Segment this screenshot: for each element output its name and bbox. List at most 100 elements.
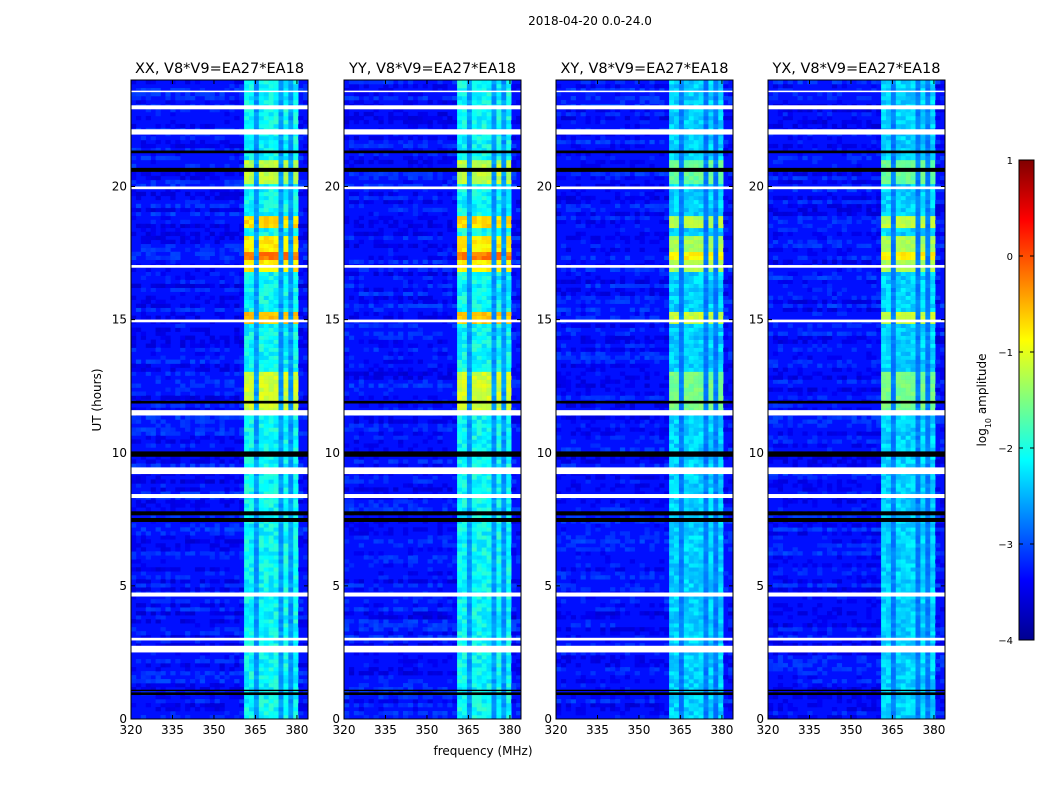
spectrogram-cell [442, 623, 448, 628]
spectrogram-cell [298, 363, 304, 368]
spectrogram-cell [239, 539, 245, 544]
spectrogram-cell [278, 579, 284, 584]
spectrogram-cell [293, 351, 299, 356]
spectrogram-cell [214, 347, 220, 352]
spectrogram-cell [224, 203, 230, 209]
spectrogram-cell [398, 635, 404, 640]
spectrogram-cell [303, 235, 309, 241]
spectrogram-cell [466, 623, 473, 628]
spectrogram-cell [471, 447, 478, 452]
spectrogram-cell [278, 571, 284, 576]
spectrogram-cell [427, 583, 433, 588]
spectrogram-cell [283, 171, 289, 177]
spectrogram-cell [268, 291, 274, 296]
spectrogram-cell [278, 83, 284, 89]
spectrogram-cell [293, 80, 299, 85]
spectrogram-cell [180, 123, 186, 129]
spectrogram-cell [427, 567, 433, 572]
spectrogram-cell [283, 255, 289, 261]
spectrogram-cell [244, 327, 250, 332]
spectrogram-cell [185, 687, 191, 692]
spectrogram-cell [348, 671, 355, 676]
spectrogram-cell [209, 443, 215, 448]
spectrogram-cell [353, 507, 360, 512]
spectrogram-cell [244, 299, 250, 304]
spectrogram-cell [150, 607, 156, 612]
spectrogram-cell [457, 639, 463, 644]
spectrogram-cell [457, 551, 463, 556]
spectrogram-cell [298, 499, 304, 504]
spectrogram-cell [229, 627, 235, 632]
spectrogram-cell [160, 403, 166, 408]
spectrogram-cell [194, 431, 201, 436]
spectrogram-cell [298, 671, 304, 676]
spectrogram-cell [288, 555, 294, 560]
spectrogram-cell [273, 447, 279, 452]
spectrogram-cell [234, 275, 240, 280]
spectrogram-cell [283, 715, 289, 720]
spectrogram-cell [140, 503, 147, 508]
spectrogram-cell [388, 623, 394, 628]
spectrogram-cell [258, 191, 265, 197]
spectrogram-cell [214, 383, 220, 388]
spectrogram-cell [303, 119, 309, 125]
spectrogram-cell [293, 199, 299, 205]
spectrogram-cell [293, 271, 299, 276]
spectrogram-cell [288, 311, 294, 316]
spectrogram-cell [283, 251, 289, 257]
spectrogram-cell [491, 543, 497, 548]
spectrogram-cell [244, 607, 250, 612]
spectrogram-cell [244, 279, 250, 284]
spectrogram-cell [422, 427, 428, 432]
spectrogram-cell [506, 607, 512, 612]
spectrogram-cell [268, 603, 274, 608]
spectrogram-cell [155, 403, 161, 408]
spectrogram-cell [244, 179, 250, 185]
spectrogram-cell [170, 499, 176, 504]
spectrogram-cell [258, 459, 265, 464]
spectrogram-cell [476, 707, 482, 712]
spectrogram-cell [511, 607, 517, 612]
spectrogram-cell [244, 651, 250, 656]
spectrogram-cell [214, 95, 220, 101]
spectrogram-cell [165, 583, 171, 588]
spectrogram-cell [199, 431, 206, 436]
spectrogram-cell [293, 347, 299, 352]
spectrogram-cell [219, 367, 225, 372]
spectrogram-cell [253, 631, 260, 636]
spectrogram-cell [204, 287, 210, 292]
spectrogram-cell [511, 619, 517, 624]
spectrogram-cell [283, 599, 289, 604]
spectrogram-cell [263, 711, 269, 716]
spectrogram-cell [466, 507, 473, 512]
spectrogram-cell [471, 527, 478, 532]
spectrogram-cell [452, 475, 458, 480]
spectrogram-cell [204, 215, 210, 221]
spectrogram-cell [268, 639, 274, 644]
spectrogram-cell [432, 715, 438, 720]
spectrogram-cell [268, 123, 274, 129]
spectrogram-cell [496, 627, 502, 632]
spectrogram-cell [427, 539, 433, 544]
spectrogram-cell [268, 535, 274, 540]
spectrogram-cell [268, 195, 274, 201]
spectrogram-cell [268, 611, 274, 616]
spectrogram-cell [249, 279, 255, 284]
spectrogram-cell [283, 419, 289, 424]
spectrogram-cell [283, 547, 289, 552]
spectrogram-cell [268, 239, 274, 245]
spectrogram-cell [150, 151, 156, 157]
spectrogram-cell [263, 407, 269, 412]
spectrogram-cell [253, 227, 260, 233]
spectrogram-cell [145, 427, 151, 432]
spectrogram-cell [466, 483, 473, 488]
spectrogram-cell [150, 143, 156, 149]
spectrogram-cell [194, 80, 201, 85]
spectrogram-cell [383, 619, 389, 624]
spectrogram-cell [273, 395, 279, 400]
spectrogram-cell [219, 235, 225, 241]
spectrogram-cell [283, 331, 289, 336]
spectrogram-cell [457, 635, 463, 640]
spectrogram-cell [239, 211, 245, 217]
spectrogram-cell [293, 483, 299, 488]
